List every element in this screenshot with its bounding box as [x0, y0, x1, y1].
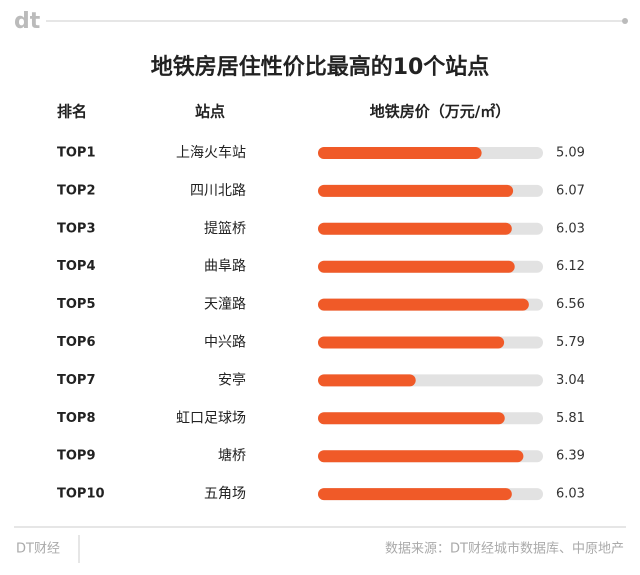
rank-label: TOP6: [57, 335, 96, 350]
footer-brand: DT财经: [16, 542, 60, 557]
logo: dt: [14, 9, 41, 34]
footer-source: 数据来源：DT财经城市数据库、中原地产: [385, 541, 624, 557]
column-header: 站点: [195, 103, 225, 121]
bar: [318, 374, 416, 387]
bar: [318, 336, 505, 349]
rank-label: TOP3: [57, 221, 96, 236]
bar: [318, 260, 515, 273]
category-label: 安亭: [218, 371, 246, 388]
bar: [318, 147, 482, 159]
bar: [318, 184, 514, 197]
value-label: 6.56: [556, 297, 585, 312]
category-label: 天潼路: [204, 296, 246, 313]
rank-label: TOP5: [57, 297, 96, 312]
rank-label: TOP1: [57, 146, 96, 161]
category-label: 上海火车站: [176, 144, 246, 161]
category-label: 四川北路: [190, 183, 246, 199]
rank-label: TOP10: [57, 487, 105, 502]
category-label: 五角场: [204, 486, 246, 502]
column-header: 排名: [57, 103, 87, 121]
chart-title: 地铁房居住性价比最高的10个站点: [151, 54, 490, 80]
value-label: 6.39: [556, 449, 585, 464]
bar: [318, 222, 512, 235]
value-label: 6.03: [556, 221, 585, 236]
value-label: 5.81: [556, 411, 585, 426]
rank-label: TOP7: [57, 373, 96, 388]
value-label: 6.12: [556, 259, 585, 274]
rank-label: TOP4: [57, 259, 96, 274]
rank-label: TOP8: [57, 411, 96, 426]
category-label: 提篮桥: [204, 221, 246, 237]
bar: [318, 412, 505, 425]
top-rule-dot: [622, 18, 628, 24]
value-label: 5.09: [556, 146, 585, 161]
value-label: 6.03: [556, 487, 585, 502]
rank-label: TOP2: [57, 183, 96, 198]
category-label: 塘桥: [218, 448, 246, 464]
category-label: 中兴路: [204, 335, 246, 351]
value-label: 5.79: [556, 335, 585, 350]
value-label: 3.04: [556, 373, 585, 388]
bar: [318, 450, 524, 463]
rank-label: TOP9: [57, 449, 96, 464]
column-header: 地铁房价（万元/㎡）: [370, 103, 510, 121]
bar: [318, 298, 529, 311]
bar: [318, 488, 512, 501]
value-label: 6.07: [556, 183, 585, 198]
category-label: 曲阜路: [204, 258, 246, 275]
category-label: 虹口足球场: [176, 410, 246, 426]
